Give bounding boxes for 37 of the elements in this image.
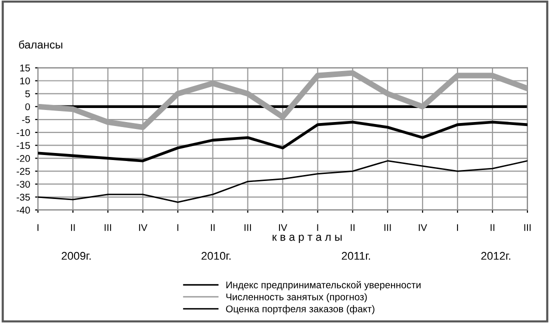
x-tick-label: III: [384, 224, 391, 231]
y-tick-label: 0: [25, 103, 30, 110]
x-axis-title: к в а р т а л ы: [272, 234, 342, 244]
legend-label: Оценка портфеля заказов (факт): [226, 305, 374, 314]
x-tick-label: II: [350, 224, 354, 231]
text: 2012г.: [481, 252, 510, 260]
x-tick-label: IV: [139, 224, 148, 231]
y-tick-label: -30: [16, 180, 30, 188]
x-tick-label: I: [177, 224, 178, 231]
x-tick-label: II: [490, 224, 494, 231]
line-series: [38, 120, 528, 162]
y-tick-label: -25: [16, 168, 30, 175]
y-tick-label: -35: [16, 194, 30, 201]
text: 2009г.: [62, 252, 91, 260]
x-tick-label: IV: [418, 224, 428, 231]
y-tick-label: -10: [16, 129, 30, 136]
legend-label: Индекс предпринимательской уверенности: [226, 281, 421, 290]
x-tick-label: III: [524, 224, 531, 231]
y-tick-label: 10: [20, 77, 30, 84]
x-tick-label: I: [37, 224, 38, 231]
text: 2010г.: [202, 252, 231, 260]
legend-label: Численность занятых (прогноз): [226, 293, 367, 302]
x-tick-label: I: [317, 224, 318, 231]
y-tick-label: -40: [16, 206, 30, 214]
y-axis-title: балансы: [19, 40, 62, 49]
x-tick-label: III: [244, 224, 251, 231]
text: 2011г.: [342, 252, 370, 260]
y-tick-label: 5: [25, 90, 30, 98]
y-tick-label: -5: [22, 116, 30, 124]
x-tick-label: IV: [279, 224, 288, 231]
x-tick-label: II: [71, 224, 75, 231]
x-tick-label: III: [104, 224, 112, 231]
x-tick-label: I: [457, 224, 458, 231]
x-tick-label: II: [210, 224, 215, 231]
y-tick-label: -20: [16, 155, 30, 162]
y-tick-label: -15: [16, 142, 30, 149]
y-tick-label: 15: [20, 64, 30, 72]
